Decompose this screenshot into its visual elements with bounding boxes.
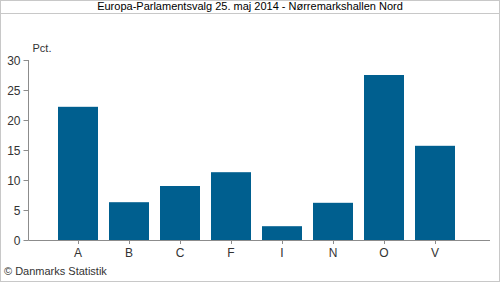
y-tick-label: 30 [7,54,21,68]
x-tick-label: V [431,246,439,260]
x-tick-label: N [329,246,338,260]
x-tick-label: O [379,246,388,260]
y-tick [24,240,29,241]
y-tick-label: 15 [7,144,21,158]
bar [262,226,302,240]
x-axis [29,240,491,241]
x-tick [231,240,232,244]
bar [109,202,149,240]
bar [364,75,404,240]
title: Europa-Parlamentsvalg 25. maj 2014 - Nør… [97,0,403,12]
x-tick [78,240,79,244]
x-tick-label: B [125,246,133,260]
source: © Danmarks Statistik [4,265,107,277]
y-tick-label: 25 [7,84,21,98]
y-tick-label: 5 [14,204,21,218]
y-tick [24,210,29,211]
x-tick-label: C [176,246,185,260]
y-tick [24,90,29,91]
y-tick [24,60,29,61]
x-tick [282,240,283,244]
bar [160,186,200,240]
x-tick [180,240,181,244]
bar [58,107,98,240]
y-tick [24,150,29,151]
bar [313,203,353,240]
y-label: Pct. [33,42,52,54]
y-tick [24,180,29,181]
x-tick [384,240,385,244]
x-tick [333,240,334,244]
title-rule [0,13,500,14]
bars [58,75,455,240]
frame [1,1,500,282]
x-tick [435,240,436,244]
x-tick-label: A [74,246,82,260]
y-axis [28,60,29,241]
x-tick-label: F [227,246,234,260]
x-tick [129,240,130,244]
y-tick-label: 0 [14,234,21,248]
y-tick-label: 20 [7,114,21,128]
chart: Europa-Parlamentsvalg 25. maj 2014 - Nør… [0,0,500,282]
x-tick-label: I [280,246,283,260]
bar [415,146,455,240]
bar [211,172,251,240]
y-tick-label: 10 [7,174,21,188]
y-tick [24,120,29,121]
